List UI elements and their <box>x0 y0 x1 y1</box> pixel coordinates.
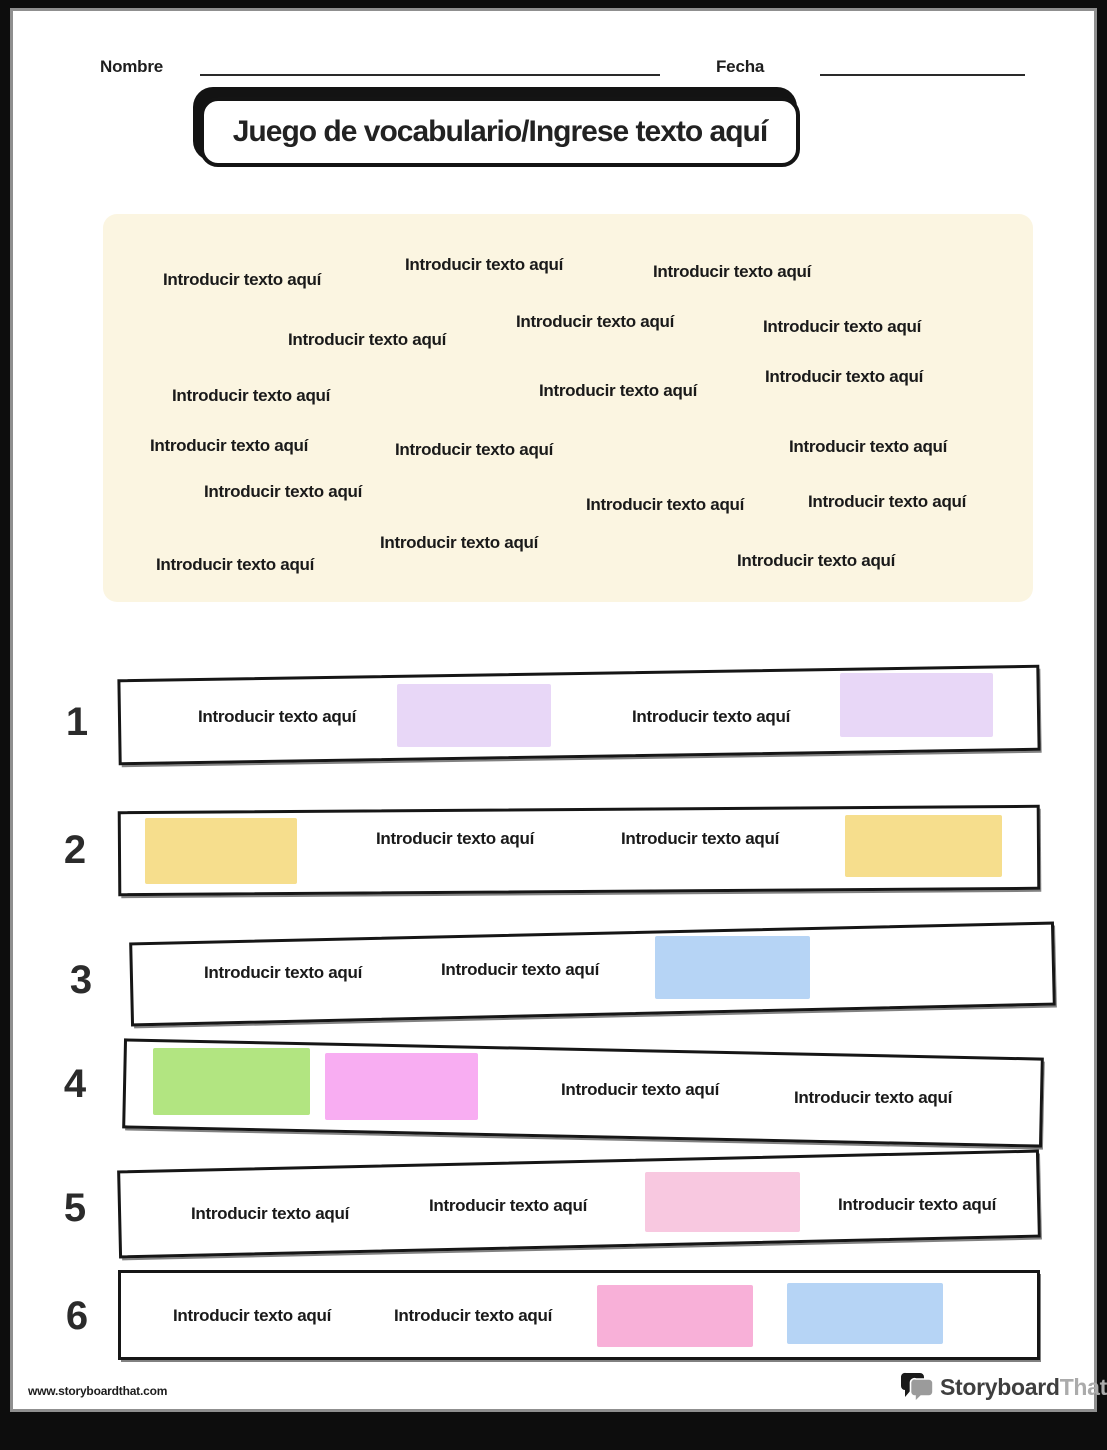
name-label: Nombre <box>100 57 164 76</box>
answer-color-box[interactable] <box>325 1053 478 1120</box>
word-bank <box>103 214 1033 602</box>
answer-text[interactable]: Introducir texto aquí <box>197 707 357 726</box>
word-bank-item[interactable]: Introducir texto aquí <box>395 440 554 459</box>
word-bank-item[interactable]: Introducir texto aquí <box>516 312 675 331</box>
logo-text: StoryboardThat <box>940 1374 1107 1401</box>
answer-color-box[interactable] <box>840 673 993 737</box>
word-bank-item[interactable]: Introducir texto aquí <box>765 367 924 386</box>
logo-text-secondary: That <box>1059 1374 1107 1400</box>
row-number-4: 4 <box>63 1062 87 1106</box>
date-label: Fecha <box>716 57 765 76</box>
answer-text[interactable]: Introducir texto aquí <box>172 1306 332 1325</box>
speech-bubbles-icon <box>900 1372 935 1404</box>
word-bank-item[interactable]: Introducir texto aquí <box>163 270 322 289</box>
answer-text[interactable]: Introducir texto aquí <box>203 963 363 982</box>
word-bank-item[interactable]: Introducir texto aquí <box>539 381 698 400</box>
logo-text-primary: Storyboard <box>940 1374 1060 1400</box>
word-bank-item[interactable]: Introducir texto aquí <box>150 436 309 455</box>
answer-text[interactable]: Introducir texto aquí <box>631 707 791 726</box>
answer-text[interactable]: Introducir texto aquí <box>440 960 600 979</box>
date-fill-line[interactable] <box>820 74 1025 76</box>
answer-text[interactable]: Introducir texto aquí <box>620 829 780 848</box>
word-bank-item[interactable]: Introducir texto aquí <box>586 495 745 514</box>
word-bank-item[interactable]: Introducir texto aquí <box>405 255 564 274</box>
answer-color-box[interactable] <box>645 1172 800 1232</box>
answer-text[interactable]: Introducir texto aquí <box>560 1080 720 1099</box>
answer-color-box[interactable] <box>787 1283 943 1344</box>
row-number-6: 6 <box>65 1294 89 1338</box>
answer-text[interactable]: Introducir texto aquí <box>190 1204 350 1223</box>
answer-color-box[interactable] <box>145 818 297 884</box>
word-bank-item[interactable]: Introducir texto aquí <box>808 492 967 511</box>
page-title: Juego de vocabulario/Ingrese texto aquí <box>232 115 768 148</box>
title-box[interactable]: Juego de vocabulario/Ingrese texto aquí <box>200 97 800 167</box>
storyboardthat-logo: StoryboardThat <box>900 1372 1107 1404</box>
answer-color-box[interactable] <box>397 684 551 747</box>
answer-color-box[interactable] <box>597 1285 753 1347</box>
word-bank-item[interactable]: Introducir texto aquí <box>763 317 922 336</box>
word-bank-item[interactable]: Introducir texto aquí <box>737 551 896 570</box>
row-number-2: 2 <box>63 828 87 872</box>
name-fill-line[interactable] <box>200 74 660 76</box>
answer-color-box[interactable] <box>153 1048 310 1115</box>
footer-url: www.storyboardthat.com <box>28 1384 168 1398</box>
row-number-5: 5 <box>63 1186 87 1230</box>
answer-color-box[interactable] <box>845 815 1002 877</box>
answer-text[interactable]: Introducir texto aquí <box>837 1195 997 1214</box>
word-bank-item[interactable]: Introducir texto aquí <box>172 386 331 405</box>
answer-text[interactable]: Introducir texto aquí <box>793 1088 953 1107</box>
word-bank-item[interactable]: Introducir texto aquí <box>789 437 948 456</box>
row-number-3: 3 <box>69 958 93 1002</box>
word-bank-item[interactable]: Introducir texto aquí <box>204 482 363 501</box>
word-bank-item[interactable]: Introducir texto aquí <box>288 330 447 349</box>
answer-text[interactable]: Introducir texto aquí <box>428 1196 588 1215</box>
answer-text[interactable]: Introducir texto aquí <box>393 1306 553 1325</box>
word-bank-item[interactable]: Introducir texto aquí <box>156 555 315 574</box>
answer-text[interactable]: Introducir texto aquí <box>375 829 535 848</box>
row-number-1: 1 <box>65 700 89 744</box>
word-bank-item[interactable]: Introducir texto aquí <box>380 533 539 552</box>
answer-color-box[interactable] <box>655 936 810 999</box>
word-bank-item[interactable]: Introducir texto aquí <box>653 262 812 281</box>
